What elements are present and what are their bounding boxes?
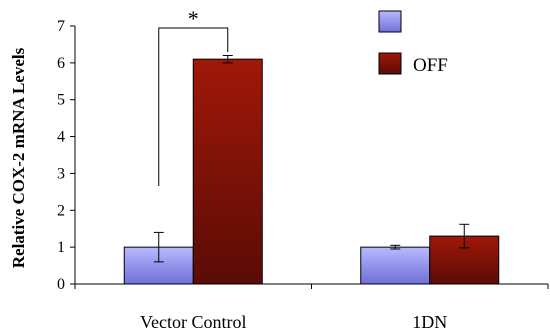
y-tick-label: 5 (57, 92, 65, 109)
bar-series-1-1 (360, 246, 431, 285)
significance-annotation: * (158, 6, 229, 186)
significance-star: * (188, 6, 199, 31)
y-tick-label: 2 (57, 202, 65, 219)
y-tick-label: 3 (57, 165, 65, 182)
y-axis-title: Relative COX-2 mRNA Levels (9, 47, 28, 268)
y-axis: 0 1 2 3 4 5 6 7 (57, 18, 76, 293)
x-axis: Vector Control 1DN (74, 283, 549, 332)
legend-label: OFF (413, 55, 448, 76)
x-tick-label: 1DN (412, 312, 447, 332)
legend-swatch-2 (378, 52, 402, 75)
bars (123, 54, 500, 285)
y-tick-label: 1 (57, 239, 65, 256)
legend-swatch-1 (378, 10, 402, 33)
bar-off-0 (192, 58, 263, 285)
y-tick-label: 7 (57, 18, 65, 35)
x-tick-label: Vector Control (140, 312, 246, 332)
y-tick-label: 4 (57, 129, 65, 146)
legend: OFF (378, 10, 448, 76)
significance-bracket (158, 27, 229, 186)
y-tick-label: 6 (57, 55, 65, 72)
y-tick-label: 0 (57, 276, 65, 293)
